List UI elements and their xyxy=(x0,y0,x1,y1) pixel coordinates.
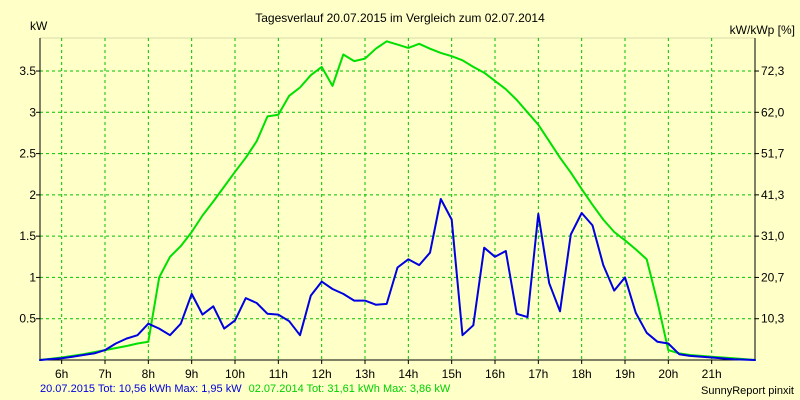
x-tick-label: 13h xyxy=(355,367,375,381)
x-tick-label: 19h xyxy=(615,367,635,381)
y-axis-right-label: kW/kWp [%] xyxy=(730,23,795,37)
x-tick-label: 8h xyxy=(142,367,155,381)
y-axis-left-label: kW xyxy=(30,19,48,33)
footer-series-2015-summary: 20.07.2015 Tot: 10,56 kWh Max: 1,95 kW xyxy=(40,383,242,395)
footer-credit: SunnyReport pinxit xyxy=(701,385,794,397)
y-tick-label-right: 10,3 xyxy=(761,312,785,326)
x-tick-label: 16h xyxy=(485,367,505,381)
x-tick-label: 21h xyxy=(702,367,722,381)
y-tick-label-left: 3 xyxy=(29,105,36,119)
x-tick-label: 9h xyxy=(185,367,198,381)
y-tick-label-right: 51,7 xyxy=(761,147,785,161)
grid-layer xyxy=(40,38,755,360)
y-tick-label-left: 0.5 xyxy=(19,312,36,326)
x-tick-label: 14h xyxy=(398,367,418,381)
y-tick-label-right: 41,3 xyxy=(761,188,785,202)
x-tick-label: 11h xyxy=(269,367,288,381)
y-tick-label-left: 1.5 xyxy=(19,229,36,243)
axes-layer xyxy=(36,37,759,364)
x-tick-label: 18h xyxy=(572,367,592,381)
x-tick-label: 12h xyxy=(312,367,332,381)
x-tick-label: 7h xyxy=(98,367,111,381)
y-tick-label-right: 62,0 xyxy=(761,105,785,119)
y-tick-label-left: 1 xyxy=(29,270,36,284)
y-tick-label-right: 20,7 xyxy=(761,270,785,284)
y-tick-label-left: 2.5 xyxy=(19,147,36,161)
x-tick-label: 20h xyxy=(658,367,678,381)
ticks-layer: 6h 7h 8h 9h 10h 11h 12h 13h 14h 15h 16h 17h 18h 19h 20… xyxy=(19,64,784,381)
series-line-20-07-2015 xyxy=(39,198,756,361)
svg-text:20.07.2015 Tot: 10,56 kWh Max:: 20.07.2015 Tot: 10,56 kWh Max: 1,95 kW 0… xyxy=(40,383,451,395)
footer-series-2014-summary: 02.07.2014 Tot: 31,61 kWh Max: 3,86 kW xyxy=(249,383,451,395)
x-tick-label: 17h xyxy=(528,367,548,381)
y-tick-label-right: 72,3 xyxy=(761,64,785,78)
y-tick-label-left: 2 xyxy=(29,188,36,202)
x-tick-label: 10h xyxy=(225,367,245,381)
series-line-02-07-2014 xyxy=(39,40,756,361)
x-tick-label: 15h xyxy=(442,367,462,381)
series-layer xyxy=(39,40,756,361)
y-tick-label-left: 3.5 xyxy=(19,64,36,78)
chart-title: Tagesverlauf 20.07.2015 im Vergleich zum… xyxy=(255,11,545,25)
x-tick-label: 6h xyxy=(55,367,68,381)
y-tick-label-right: 31,0 xyxy=(761,229,785,243)
